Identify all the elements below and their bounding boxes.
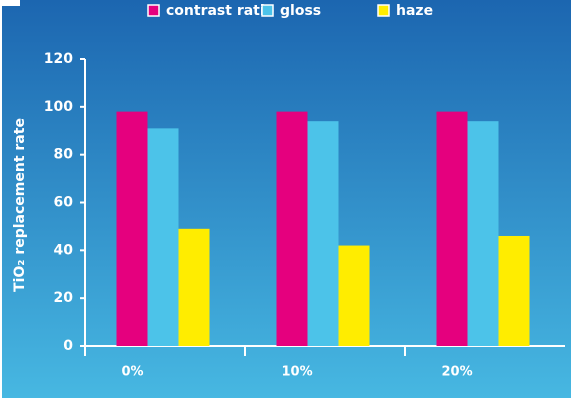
x-tick-label: 0% [122, 365, 144, 380]
bar [116, 111, 148, 346]
bar [276, 111, 308, 346]
corner [0, 0, 20, 6]
legend-label: contrast ratio [166, 3, 275, 19]
x-tick-label: 20% [442, 365, 473, 380]
legend-swatch [377, 4, 390, 17]
bar [338, 245, 370, 346]
y-tick-label: 20 [54, 290, 74, 306]
y-tick-label: 40 [54, 242, 74, 258]
bar [147, 128, 179, 346]
legend-swatch [147, 4, 160, 17]
bar [498, 235, 530, 346]
y-tick-label: 100 [44, 99, 73, 115]
y-tick-label: 0 [63, 338, 73, 354]
y-axis-title: TiO₂ replacement rate [12, 118, 28, 292]
bar [307, 121, 339, 346]
y-tick-label: 80 [54, 147, 74, 163]
bar [467, 121, 499, 346]
legend-label: haze [396, 3, 433, 19]
x-tick-label: 10% [282, 365, 313, 380]
y-tick-label: 60 [54, 195, 74, 211]
bar [178, 228, 210, 346]
legend-swatch [261, 4, 274, 17]
bar [436, 111, 468, 346]
y-tick-label: 120 [44, 51, 73, 67]
legend-label: gloss [280, 3, 321, 19]
